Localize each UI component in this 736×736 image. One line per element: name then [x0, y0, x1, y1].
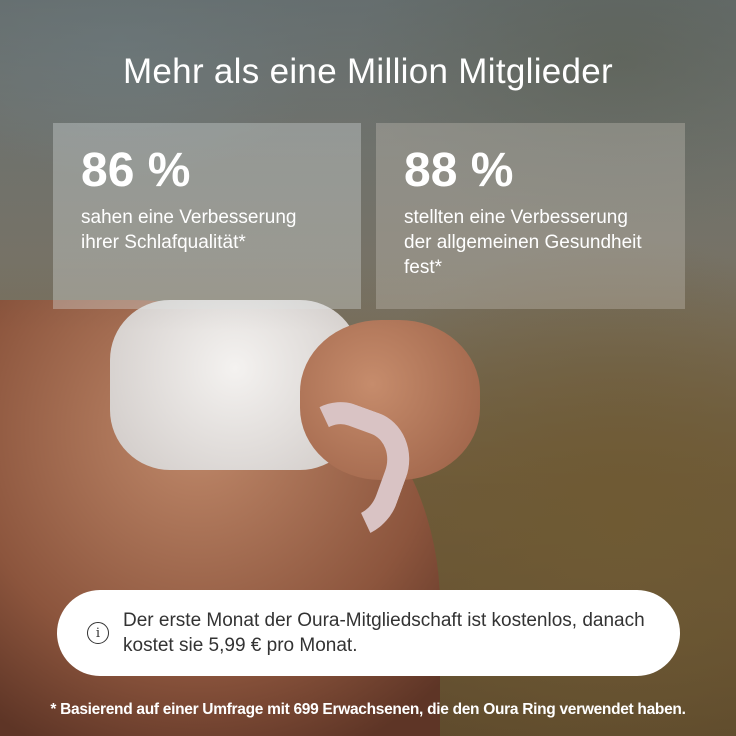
notice-text: Der erste Monat der Oura-Mitgliedschaft …	[123, 610, 645, 656]
stat-value: 86 %	[81, 144, 191, 197]
stat-card-sleep: 86 % sahen eine Verbesserung ihrer Schla…	[53, 123, 361, 309]
pricing-notice: i Der erste Monat der Oura-Mitgliedschaf…	[57, 590, 680, 676]
finger-photo	[300, 320, 480, 480]
stat-description: stellten eine Verbesserung der allgemein…	[404, 207, 642, 278]
footnote: * Basierend auf einer Umfrage mit 699 Er…	[50, 701, 686, 718]
stat-card-health: 88 % stellten eine Verbesserung der allg…	[376, 123, 685, 309]
stat-value: 88 %	[404, 144, 514, 197]
headline: Mehr als eine Million Mitglieder	[122, 52, 614, 91]
info-icon: i	[87, 622, 109, 644]
stat-description: sahen eine Verbesserung ihrer Schlafqual…	[81, 207, 297, 253]
